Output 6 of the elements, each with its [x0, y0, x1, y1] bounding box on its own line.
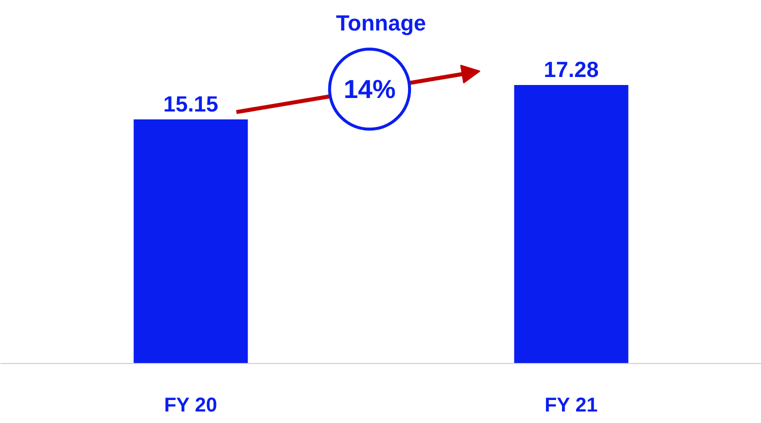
data-label: 15.15: [163, 91, 218, 116]
x-tick-label: FY 20: [164, 394, 218, 416]
x-tick-label: FY 21: [544, 394, 598, 416]
data-label: 17.28: [544, 57, 599, 82]
annotation: 14%: [344, 74, 396, 104]
chart-title: Tonnage: [336, 10, 426, 36]
